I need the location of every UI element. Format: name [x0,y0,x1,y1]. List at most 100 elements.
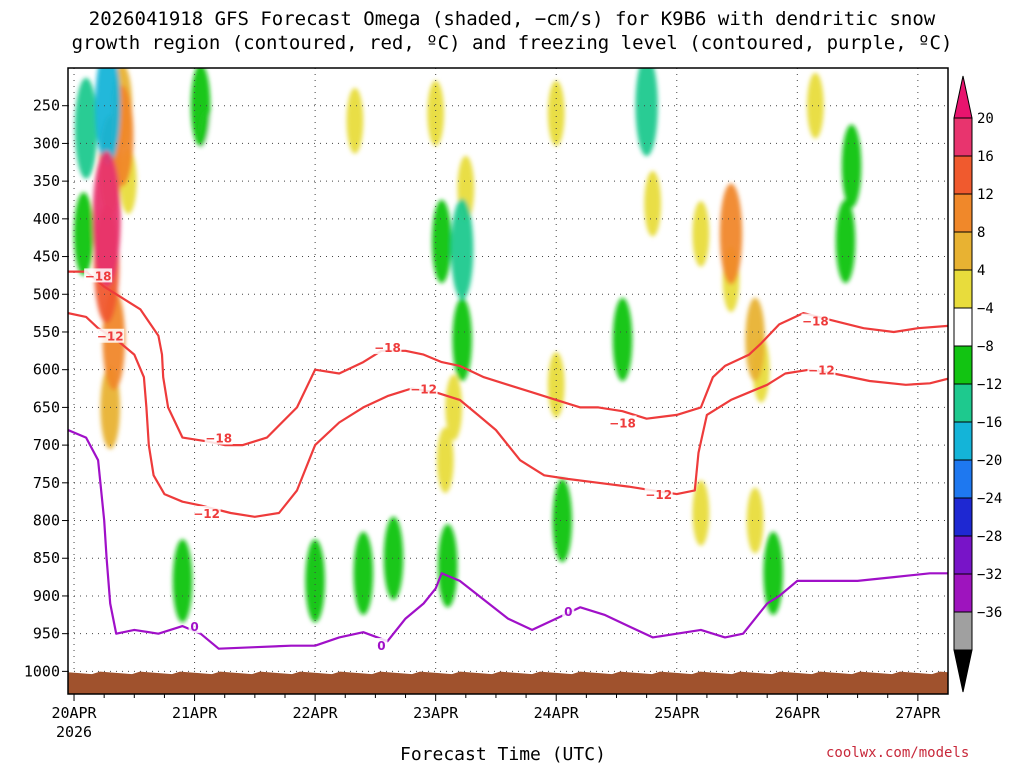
y-tick-label: 700 [33,436,60,454]
contour-label: −12 [645,488,672,502]
omega-cell [73,192,94,276]
x-tick-label: 26APR [775,704,821,722]
colorbar-swatch [953,117,973,157]
contour-label-group: −12 [409,381,438,397]
y-tick-label: 300 [33,134,60,152]
omega-cell [445,374,463,441]
contour-label-group: −12 [807,362,836,378]
y-tick-label: 900 [33,587,60,605]
omega-cell [95,68,121,165]
plot-area [68,68,948,694]
contour-label: 0 [190,620,198,634]
colorbar-tick-label: 8 [977,225,985,241]
y-tick-label: 800 [33,512,60,530]
colorbar-tick-label: 16 [977,149,994,165]
credit-link[interactable]: coolwx.com/models [826,745,970,761]
colorbar-tick-label: −28 [977,529,1002,545]
omega-cell [305,539,325,623]
omega-cell [452,297,472,382]
omega-cell [612,297,633,382]
x-axis-label: Forecast Time (UTC) [400,744,606,765]
y-tick-label: 400 [33,210,60,228]
y-tick-label: 250 [33,97,60,115]
contour-label-group: −18 [801,313,830,329]
colorbar-swatch [953,155,973,195]
omega-shading [73,68,862,623]
y-axis: 250 300 350 400 450 500 550 600 650 700 750 800 850 9… [24,97,68,680]
colorbar-top-arrow [953,75,973,119]
contour-label-bg [373,340,402,355]
contour-label-bg [192,505,221,520]
omega-cell [92,150,121,287]
y-tick-label: 1000 [24,662,60,680]
omega-cell [437,524,458,608]
colorbar-swatch [953,535,973,575]
contour-label-bg [84,268,113,283]
omega-cell [692,201,710,267]
omega-cell [74,77,98,179]
contour-lines: −18 −18 −18 −18 −18 −12 −12 −12 −12 −12 0 0 0 [68,268,948,653]
y-tick-label: 450 [33,248,60,266]
contour-label: −12 [410,383,437,397]
contour-label: −12 [97,330,124,344]
omega-cell [450,198,474,300]
contour-label-group: −18 [608,415,637,430]
colorbar-tick-label: −20 [977,453,1002,469]
contour-label-bg [562,604,575,619]
x-tick-label: 27APR [895,704,941,722]
x-tick-label: 23APR [413,704,459,722]
colorbar-tick-label: −8 [977,339,994,355]
y-tick-label: 850 [33,549,60,567]
contour-label-group: −12 [96,328,125,344]
omega-cell [552,478,573,563]
omega-cell [745,297,765,382]
colorbar-tick-label: 12 [977,187,994,203]
contour-label: −18 [609,416,636,430]
x-tick-sublabel: 2026 [56,723,92,741]
plot-frame [67,67,949,695]
colorbar-tick-label: −12 [977,377,1002,393]
chart-title-line-2: growth region (contoured, red, ºC) and f… [71,32,953,54]
y-tick-label: 950 [33,625,60,643]
omega-cell [383,516,404,600]
chart-title-line-1: 2026041918 GFS Forecast Omega (shaded, −… [88,8,936,30]
colorbar-tick-label: −4 [977,301,994,317]
y-tick-label: 550 [33,323,60,341]
omega-cell [644,170,662,237]
colorbar-swatch [953,231,973,271]
omega-cell [431,199,452,284]
omega-cell [692,480,710,546]
grid-lines [68,68,948,694]
contour-line-0 [68,428,948,650]
contour-label-bg [188,619,201,634]
y-tick-label: 350 [33,172,60,190]
omega-cell [547,351,565,418]
contour-label-bg [375,637,388,652]
omega-cell [635,68,658,157]
contour-label-group: −12 [644,487,673,502]
y-tick-label: 500 [33,285,60,303]
colorbar-swatch [953,421,973,461]
contour-label: −18 [85,269,112,283]
y-tick-label: 600 [33,361,60,379]
omega-cell [841,124,862,208]
contour-label-bg [409,381,438,396]
contour-label-group: 0 [562,604,575,619]
colorbar-tick-label: −16 [977,415,1002,431]
colorbar: 20 16 12 8 4 −4 −8 −12 −16 −20 −24 −28 −32 −36 [953,75,1002,693]
colorbar-swatch [953,193,973,233]
contour-line--18 [68,270,948,447]
terrain-surface [68,671,948,694]
contour-label-group: −18 [84,268,113,283]
contour-label-group: −12 [192,505,221,521]
omega-cell [436,427,454,493]
colorbar-tick-label: −36 [977,605,1002,621]
terrain-fill [68,671,948,694]
omega-cell [190,68,211,148]
contour-label-bg [204,430,233,445]
omega-cell [835,199,856,284]
contour-label: −18 [802,315,829,329]
y-tick-label: 750 [33,474,60,492]
